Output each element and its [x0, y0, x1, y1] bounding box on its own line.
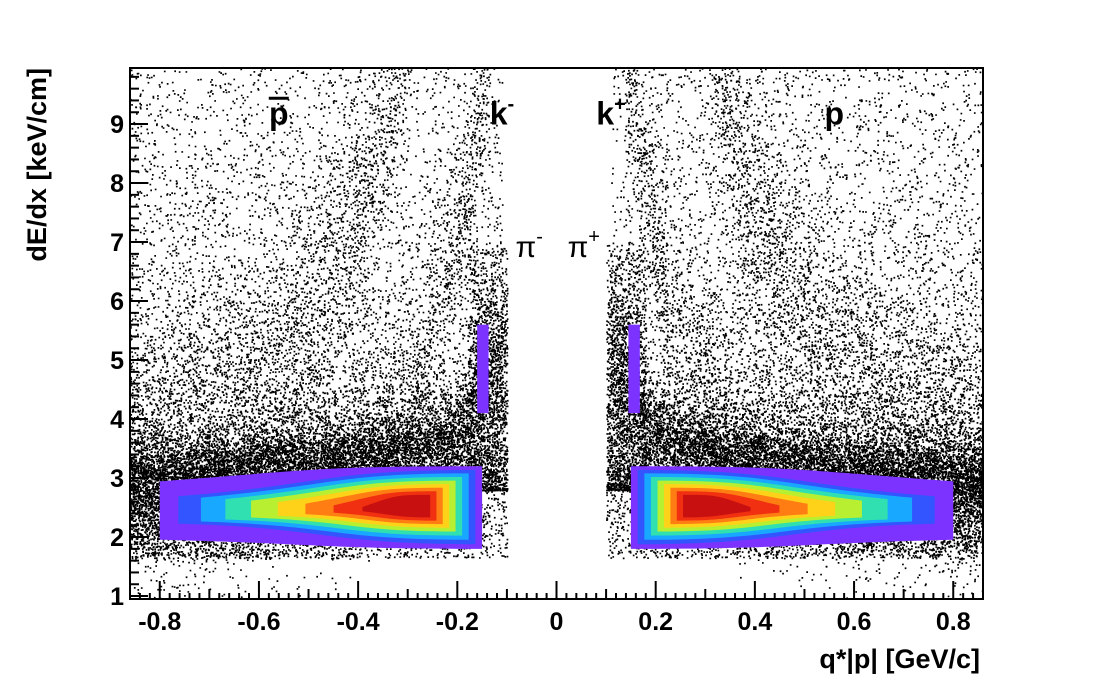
axes: -0.8 -0.6 -0.4 -0.2 0 0.2 0.4 0.6 0.8 1 2 3 4 5 6 7 8 9 — [110, 75, 984, 636]
y-tick-label: 2 — [110, 524, 124, 552]
density-contour — [683, 494, 751, 518]
particle-label: p — [824, 95, 844, 131]
y-tick-label: 6 — [110, 288, 124, 316]
x-tick-label: 0.2 — [638, 608, 673, 636]
x-tick-label: 0.4 — [737, 608, 772, 636]
particle-label: p — [269, 95, 289, 131]
x-tick-label: 0.8 — [936, 608, 971, 636]
y-tick-label: 3 — [110, 465, 124, 493]
x-tick-label: 0 — [550, 608, 564, 636]
x-tick-label: -0.6 — [237, 608, 280, 636]
y-tick-label: 8 — [110, 170, 124, 198]
y-axis-label: dE/dx [keV/cm] — [22, 68, 52, 262]
y-tick-label: 9 — [110, 111, 124, 139]
density-bands — [159, 324, 954, 549]
x-tick-label: -0.8 — [138, 608, 181, 636]
density-contour — [362, 494, 431, 518]
y-tick-label: 7 — [110, 229, 124, 257]
kaon-density-sliver — [628, 324, 640, 414]
y-tick-label: 4 — [110, 406, 124, 434]
x-tick-label: 0.6 — [837, 608, 872, 636]
y-tick-label: 1 — [110, 583, 124, 611]
x-axis-label: q*|p| [GeV/c] — [819, 644, 980, 674]
scatter-points — [130, 68, 983, 599]
x-tick-label: -0.2 — [436, 608, 479, 636]
x-tick-label: -0.4 — [337, 608, 380, 636]
kaon-density-sliver — [477, 324, 489, 414]
particle-labels: p k-k+ pπ-π+ — [268, 93, 844, 264]
y-tick-label: 5 — [110, 347, 124, 375]
